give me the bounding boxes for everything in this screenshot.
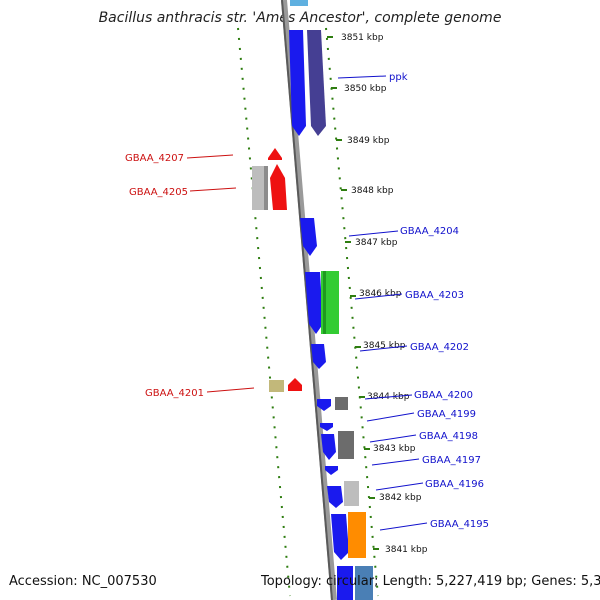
kbp-label: 3846 kbp	[359, 289, 402, 299]
cds-reverse[interactable]	[288, 378, 302, 391]
gene-label-gbaa-4196[interactable]: GBAA_4196	[425, 479, 484, 490]
kbp-ticks	[327, 36, 379, 550]
kbp-label: 3841 kbp	[385, 545, 428, 555]
cds-forward[interactable]	[289, 30, 306, 136]
cds-forward[interactable]	[327, 486, 343, 508]
cds-forward-edge[interactable]	[337, 566, 353, 600]
cds-forward[interactable]	[320, 423, 333, 431]
gene-label-gbaa-4195[interactable]: GBAA_4195	[430, 519, 489, 530]
gene-label-ppk[interactable]: ppk	[389, 72, 408, 83]
backbone-inner	[281, 0, 333, 600]
feature-topcyan[interactable]	[290, 0, 308, 6]
feature-orange[interactable]	[348, 512, 366, 558]
feature-gray-light[interactable]	[344, 481, 359, 506]
cds-forward[interactable]	[300, 218, 317, 256]
feature-gray[interactable]	[338, 431, 354, 459]
gene-label-gbaa-4203[interactable]: GBAA_4203	[405, 290, 464, 301]
gene-label-leaders-left	[186, 154, 255, 393]
gene-label-gbaa-4202[interactable]: GBAA_4202	[410, 342, 469, 353]
gene-label-gbaa-4199[interactable]: GBAA_4199	[417, 409, 476, 420]
feature-steelblue[interactable]	[355, 566, 373, 600]
kbp-label: 3848 kbp	[351, 186, 394, 196]
cds-forward[interactable]	[331, 514, 349, 560]
cds-forward[interactable]	[305, 272, 323, 334]
feature-gray-reverse-shade	[264, 166, 268, 210]
feature-khaki[interactable]	[269, 380, 284, 392]
genome-summary: Topology: circular; Length: 5,227,419 bp…	[261, 574, 600, 589]
gene-label-gbaa-4197[interactable]: GBAA_4197	[422, 455, 481, 466]
kbp-label: 3845 kbp	[363, 341, 406, 351]
map-title: Bacillus anthracis str. 'Ames Ancestor',…	[98, 10, 502, 26]
cds-forward[interactable]	[307, 30, 326, 136]
gene-label-leaders-right	[337, 75, 428, 531]
cds-forward[interactable]	[325, 466, 338, 475]
feature-green-shade	[323, 271, 326, 334]
gene-label-gbaa-4200[interactable]: GBAA_4200	[414, 390, 473, 401]
gene-label-gbaa-4205[interactable]: GBAA_4205	[129, 187, 188, 198]
cds-forward[interactable]	[311, 344, 326, 369]
gene-label-gbaa-4207[interactable]: GBAA_4207	[125, 153, 184, 164]
kbp-label: 3849 kbp	[347, 136, 390, 146]
gene-label-gbaa-4201[interactable]: GBAA_4201	[145, 388, 204, 399]
cds-forward[interactable]	[321, 434, 336, 460]
feature-gray[interactable]	[335, 397, 348, 410]
kbp-label: 3843 kbp	[373, 444, 416, 454]
accession-label: Accession: NC_007530	[9, 574, 157, 589]
gene-label-gbaa-4204[interactable]: GBAA_4204	[400, 226, 459, 237]
kbp-label: 3851 kbp	[341, 33, 384, 43]
kbp-label: 3842 kbp	[379, 493, 422, 503]
outer-ruler-left	[237, 27, 291, 597]
cds-reverse[interactable]	[270, 164, 287, 210]
feature-gray-reverse[interactable]	[252, 166, 267, 210]
gene-label-gbaa-4198[interactable]: GBAA_4198	[419, 431, 478, 442]
cds-reverse[interactable]	[268, 148, 282, 160]
kbp-label: 3847 kbp	[355, 238, 398, 248]
cds-forward[interactable]	[317, 399, 331, 411]
kbp-label: 3850 kbp	[344, 84, 387, 94]
